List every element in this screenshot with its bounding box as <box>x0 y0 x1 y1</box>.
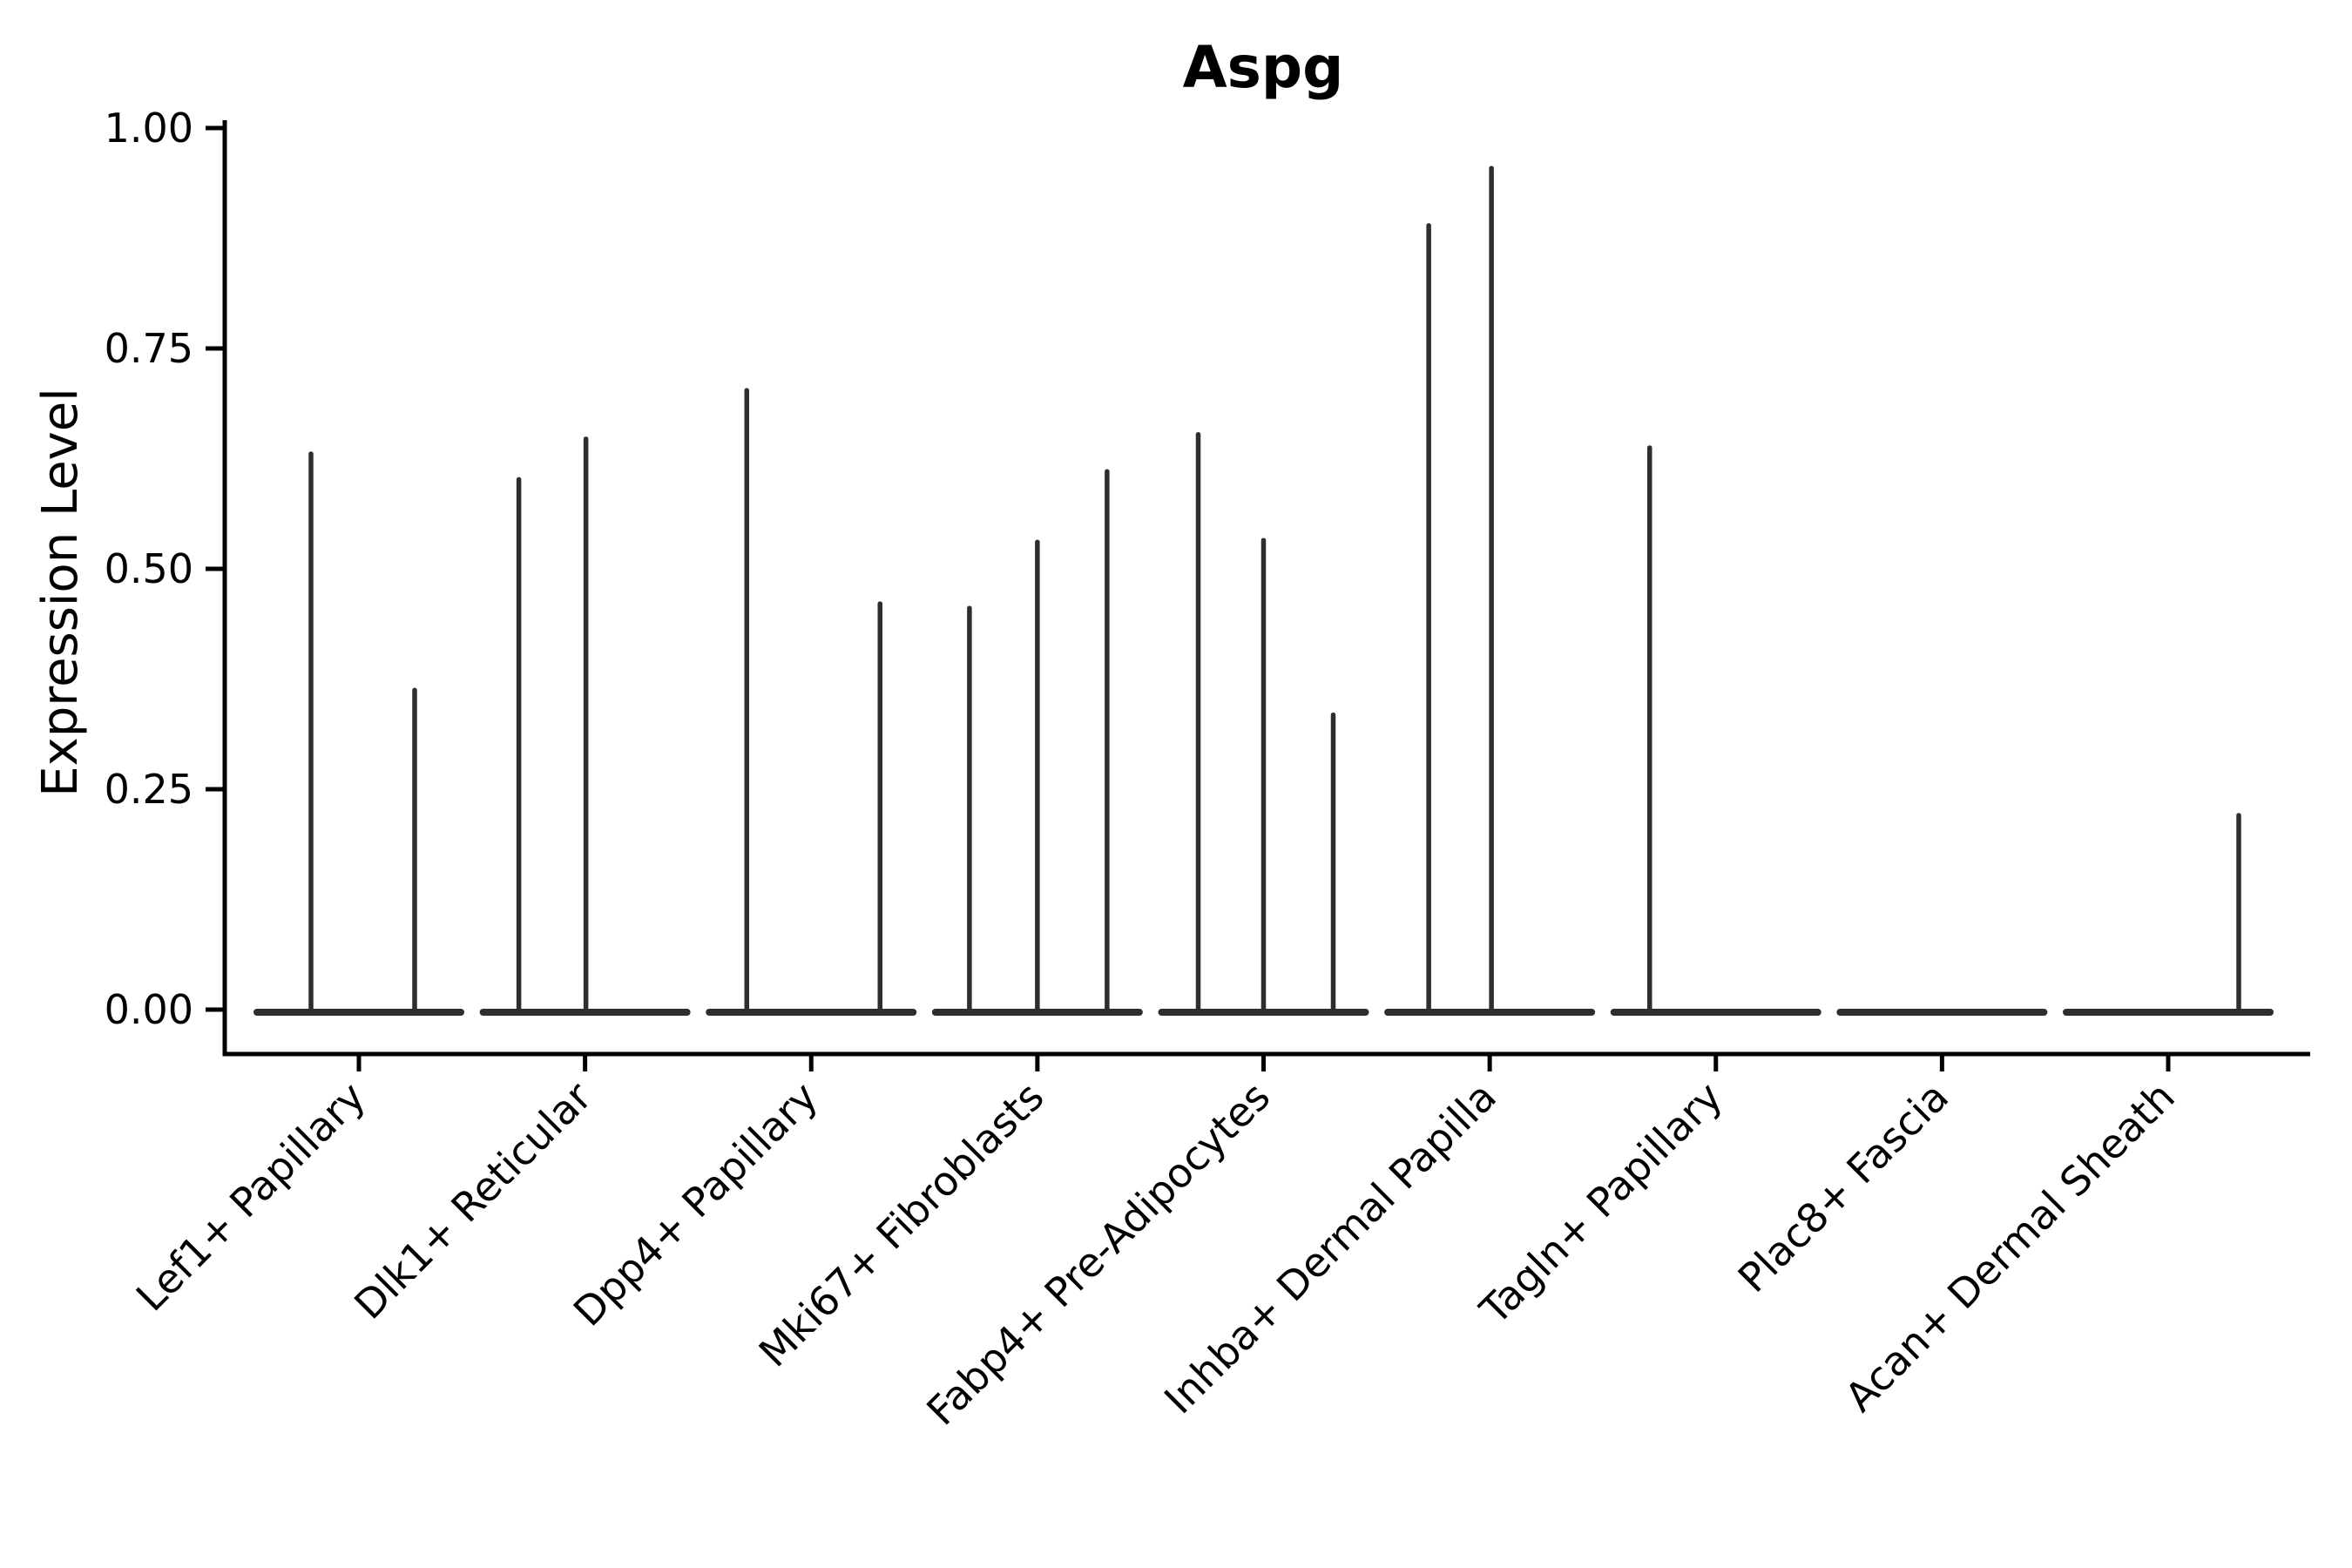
y-axis-ticks: 1.00 0.75 0.50 0.25 0.00 <box>105 105 225 1033</box>
violin-base <box>479 1009 691 1016</box>
violin-spike <box>583 436 589 1012</box>
y-tick-label: 0.75 <box>105 325 193 372</box>
violin-spike <box>516 476 522 1012</box>
violin-group <box>1158 432 1369 1016</box>
violin-spike <box>412 687 417 1012</box>
violin-spike <box>744 388 749 1012</box>
violin-spike <box>1035 539 1040 1012</box>
violin-spike <box>1647 445 1652 1012</box>
violin-spike <box>1330 712 1336 1012</box>
y-tick-label: 0.25 <box>105 766 193 813</box>
violin-spike <box>1195 432 1201 1012</box>
y-tick-label: 0.50 <box>105 545 193 592</box>
violin-base <box>253 1009 464 1016</box>
violins-layer <box>253 166 2274 1016</box>
violin-group <box>479 436 691 1016</box>
chart-title: Aspg <box>1183 34 1344 101</box>
violin-base <box>1610 1009 1821 1016</box>
violin-base <box>1836 1009 2048 1016</box>
violin-group <box>2063 813 2274 1016</box>
violin-group <box>253 451 464 1016</box>
violin-group <box>1384 166 1596 1016</box>
violin-group <box>706 388 917 1016</box>
violin-spike <box>967 605 972 1012</box>
violin-spike <box>2236 813 2241 1012</box>
violin-spike <box>1105 469 1110 1012</box>
violin-base <box>1384 1009 1596 1016</box>
violin-spike <box>1426 223 1431 1012</box>
violin-spike <box>1260 537 1267 1012</box>
violin-group <box>931 469 1143 1016</box>
violin-base <box>706 1009 917 1016</box>
violin-spike <box>877 601 882 1012</box>
violin-spike <box>1489 166 1494 1013</box>
violin-group <box>1610 445 1821 1016</box>
y-tick-label: 1.00 <box>105 105 193 152</box>
y-axis-title: Expression Level <box>32 388 89 797</box>
y-tick-label: 0.00 <box>105 986 193 1033</box>
violin-group <box>1836 1009 2048 1016</box>
violin-base <box>2063 1009 2274 1016</box>
violin-spike <box>308 451 314 1012</box>
